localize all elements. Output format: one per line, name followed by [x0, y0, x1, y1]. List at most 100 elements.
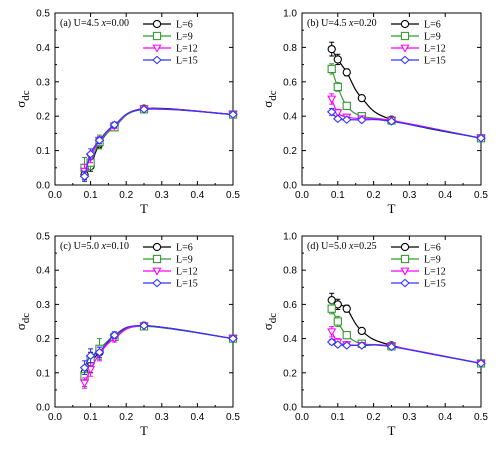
y-tick-label: 0.0: [283, 181, 297, 192]
series-line: [84, 107, 234, 176]
data-point: [327, 304, 336, 313]
y-tick-label: 0.8: [283, 43, 297, 54]
legend-label: L=9: [176, 255, 193, 266]
x-tick-label: 0.5: [474, 412, 488, 423]
y-tick-label: 0.3: [36, 300, 50, 311]
data-point: [476, 359, 486, 368]
x-tick-label: 0.2: [119, 190, 133, 201]
x-tick-label: 0.5: [226, 190, 240, 201]
legend-label: L=9: [176, 32, 193, 43]
data-point: [85, 351, 96, 361]
panel-label-value: =0.20: [353, 18, 376, 29]
legend-label: L=6: [176, 20, 193, 31]
x-tick-label: 0.4: [438, 190, 452, 201]
y-tick-label: 0.4: [36, 266, 50, 277]
y-tick-label: 0.8: [283, 266, 297, 277]
data-point: [386, 342, 397, 352]
panel-label-prefix: (d) U=5.0: [307, 241, 349, 252]
x-tick-label: 0.2: [119, 412, 133, 423]
data-point: [94, 135, 105, 145]
x-tick-label: 0.0: [295, 412, 309, 423]
y-tick-label: 0.0: [36, 181, 50, 192]
x-tick-label: 0.1: [331, 412, 345, 423]
data-point: [342, 304, 351, 313]
panel-label-value: =0.00: [106, 18, 129, 29]
series-L-12: [80, 322, 238, 389]
legend-entry: L=6: [391, 243, 441, 254]
data-point: [228, 334, 238, 343]
panel-label: (d) U=5.0 x=0.25: [307, 241, 377, 252]
y-axis-title-symbol: σ: [13, 101, 28, 108]
legend-label: L=12: [176, 267, 198, 278]
data-point: [85, 149, 96, 159]
series-line: [331, 341, 482, 364]
panel-b: 0.0 0.1 0.2 0.3 0.4 0.5 0.0 0.2 0.4 0.6 0.8 1.0 Tσdc…: [260, 9, 488, 217]
panel-label-var: x: [348, 18, 354, 29]
legend-marker: [400, 31, 410, 41]
x-tick-label: 0.4: [190, 190, 204, 201]
series-L-12: [80, 105, 238, 179]
x-tick-label: 0.5: [474, 190, 488, 201]
x-tick-label: 0.1: [84, 190, 98, 201]
legend-marker: [400, 267, 410, 276]
legend-entry: L=9: [143, 32, 193, 43]
legend-entry: L=15: [143, 56, 198, 67]
legend-entry: L=12: [143, 267, 198, 278]
legend-label: L=6: [176, 243, 193, 254]
series-L-9: [80, 105, 238, 179]
y-tick-label: 0.2: [283, 146, 297, 157]
legend-label: L=9: [424, 255, 441, 266]
data-point: [342, 101, 351, 111]
y-tick-label: 0.6: [283, 300, 297, 311]
x-tick-label: 0.0: [48, 412, 62, 423]
x-tick-label: 0.2: [367, 190, 381, 201]
x-tick-label: 0.4: [190, 412, 204, 423]
legend-label: L=15: [424, 56, 446, 67]
data-point: [342, 68, 351, 77]
x-tick-label: 0.1: [331, 190, 345, 201]
y-axis-title: σdc: [13, 90, 32, 108]
data-point: [94, 347, 105, 357]
series-line: [331, 308, 482, 364]
legend-label: L=6: [424, 243, 441, 254]
legend-marker: [152, 31, 162, 41]
x-axis-title: T: [388, 201, 396, 216]
data-point: [228, 110, 238, 119]
series-line: [83, 108, 234, 177]
data-point: [386, 117, 397, 126]
plot-frame: [54, 12, 234, 186]
legend-marker: [152, 44, 162, 53]
data-point: [342, 331, 351, 340]
legend-label: L=6: [424, 20, 441, 31]
panel-label: (b) U=4.5 x=0.20: [307, 18, 377, 29]
legend-label: L=9: [424, 32, 441, 43]
y-tick-label: 0.1: [36, 146, 50, 157]
y-tick-label: 0.1: [36, 368, 50, 379]
legend-marker: [400, 278, 410, 288]
data-point: [326, 337, 337, 347]
series-line: [83, 325, 234, 377]
plot-frame: [301, 12, 482, 186]
legend-marker: [152, 55, 162, 65]
data-point: [333, 300, 342, 309]
series-line: [84, 325, 234, 368]
plot-frame: [301, 235, 482, 408]
y-axis-title-symbol: σ: [260, 101, 275, 108]
legend-marker: [152, 19, 162, 29]
x-tick-label: 0.2: [367, 412, 381, 423]
y-tick-label: 0.4: [36, 43, 50, 54]
y-tick-label: 0.2: [283, 368, 297, 379]
panel-label-var: x: [100, 241, 106, 252]
panel-c: 0.0 0.1 0.2 0.3 0.4 0.5 0.0 0.1 0.2 0.3 0.4 0.5 Tσdc…: [13, 232, 240, 439]
data-point: [79, 172, 90, 181]
panel-label: (a) U=4.5 x=0.00: [60, 18, 129, 29]
panel-label-var: x: [100, 18, 106, 29]
legend-entry: L=9: [391, 255, 441, 266]
panel-label-value: =0.10: [106, 241, 129, 252]
y-axis-title-symbol: σ: [13, 323, 28, 330]
series-L-15: [326, 337, 486, 368]
data-point: [109, 330, 120, 340]
panel-label-prefix: (b) U=4.5: [307, 18, 349, 29]
x-tick-label: 0.0: [295, 190, 309, 201]
